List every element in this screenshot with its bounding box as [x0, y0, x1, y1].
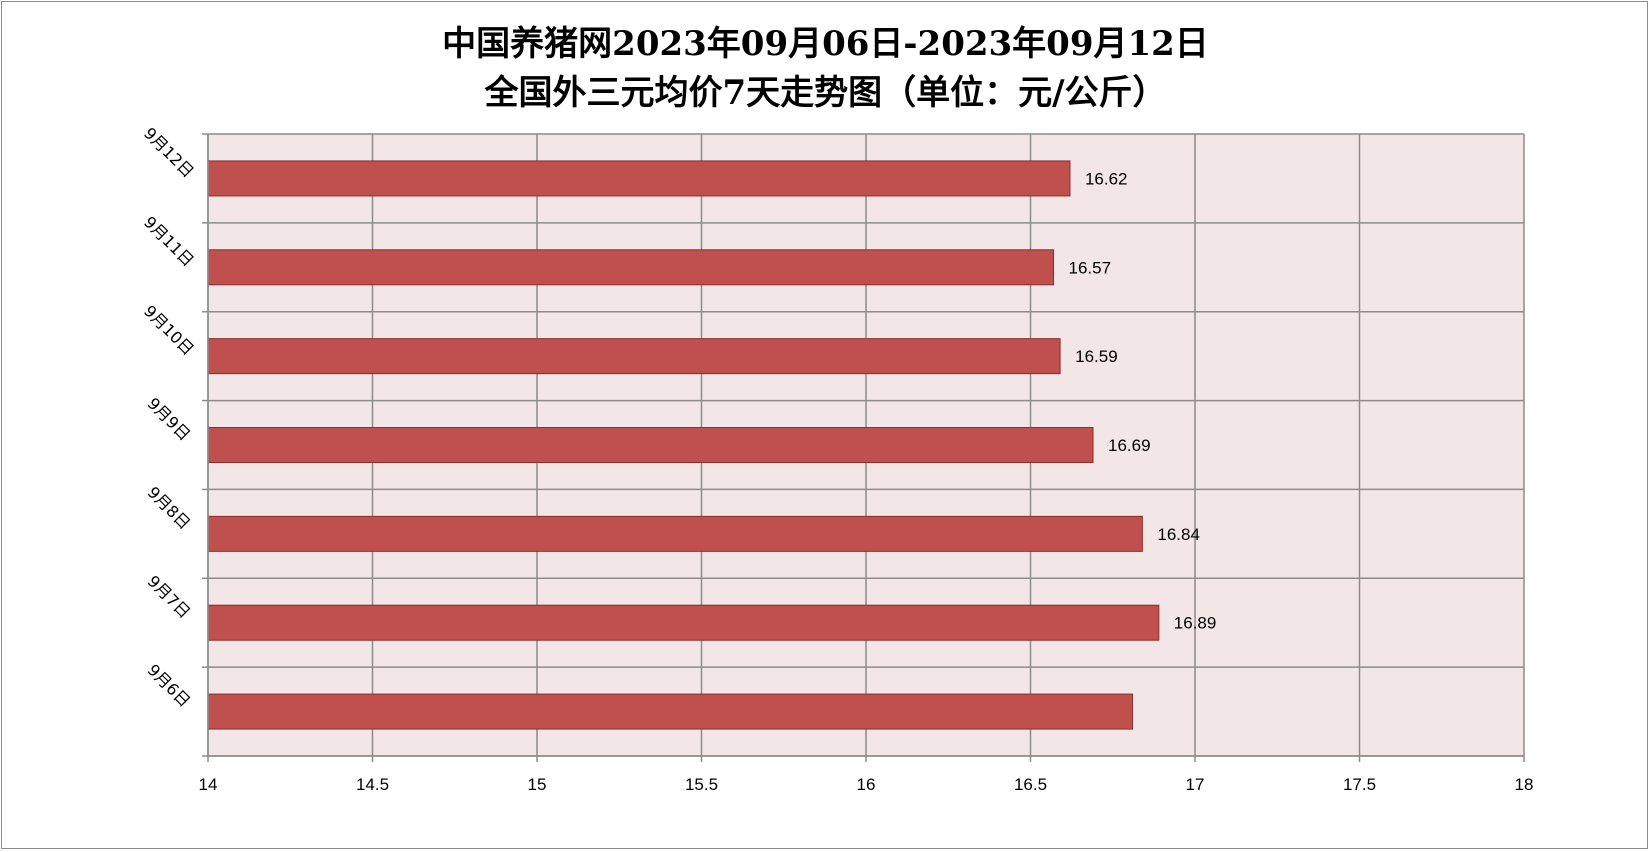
x-tick-label: 18: [1515, 775, 1534, 794]
x-tick-label: 15.5: [685, 775, 718, 794]
bar: [207, 515, 1143, 552]
y-category-label: 9月11日: [140, 213, 198, 271]
bar: [207, 604, 1160, 641]
bar-value-label: 16.62: [1085, 169, 1128, 188]
bar-value-label: 16.57: [1069, 258, 1112, 277]
chart-title: 中国养猪网2023年09月06日-2023年09月12日: [442, 24, 1209, 64]
x-tick-label: 14: [199, 775, 218, 794]
y-category-label: 9月12日: [140, 124, 198, 182]
y-category-label: 9月7日: [144, 572, 194, 622]
x-tick-label: 17.5: [1343, 775, 1376, 794]
x-tick-label: 16.5: [1014, 775, 1047, 794]
bar: [207, 160, 1071, 197]
x-tick-label: 14.5: [356, 775, 389, 794]
bar: [207, 693, 1133, 730]
bar: [207, 427, 1094, 463]
bar-value-label: 16.89: [1174, 614, 1217, 633]
bar-value-label: 16.59: [1075, 347, 1118, 366]
bar: [207, 249, 1055, 286]
y-category-label: 9月10日: [140, 301, 198, 359]
x-tick-label: 15: [528, 775, 547, 794]
chart-subtitle: 全国外三元均价7天走势图（单位：元/公斤）: [484, 73, 1167, 113]
y-category-label: 9月6日: [144, 660, 194, 710]
bar-value-label: 16.84: [1157, 525, 1200, 544]
y-category-label: 9月9日: [144, 394, 194, 444]
bar-value-label: 16.69: [1108, 436, 1151, 455]
x-tick-label: 17: [1186, 775, 1205, 794]
y-category-label: 9月8日: [144, 483, 194, 533]
bar: [207, 338, 1061, 375]
x-tick-label: 16: [857, 775, 876, 794]
